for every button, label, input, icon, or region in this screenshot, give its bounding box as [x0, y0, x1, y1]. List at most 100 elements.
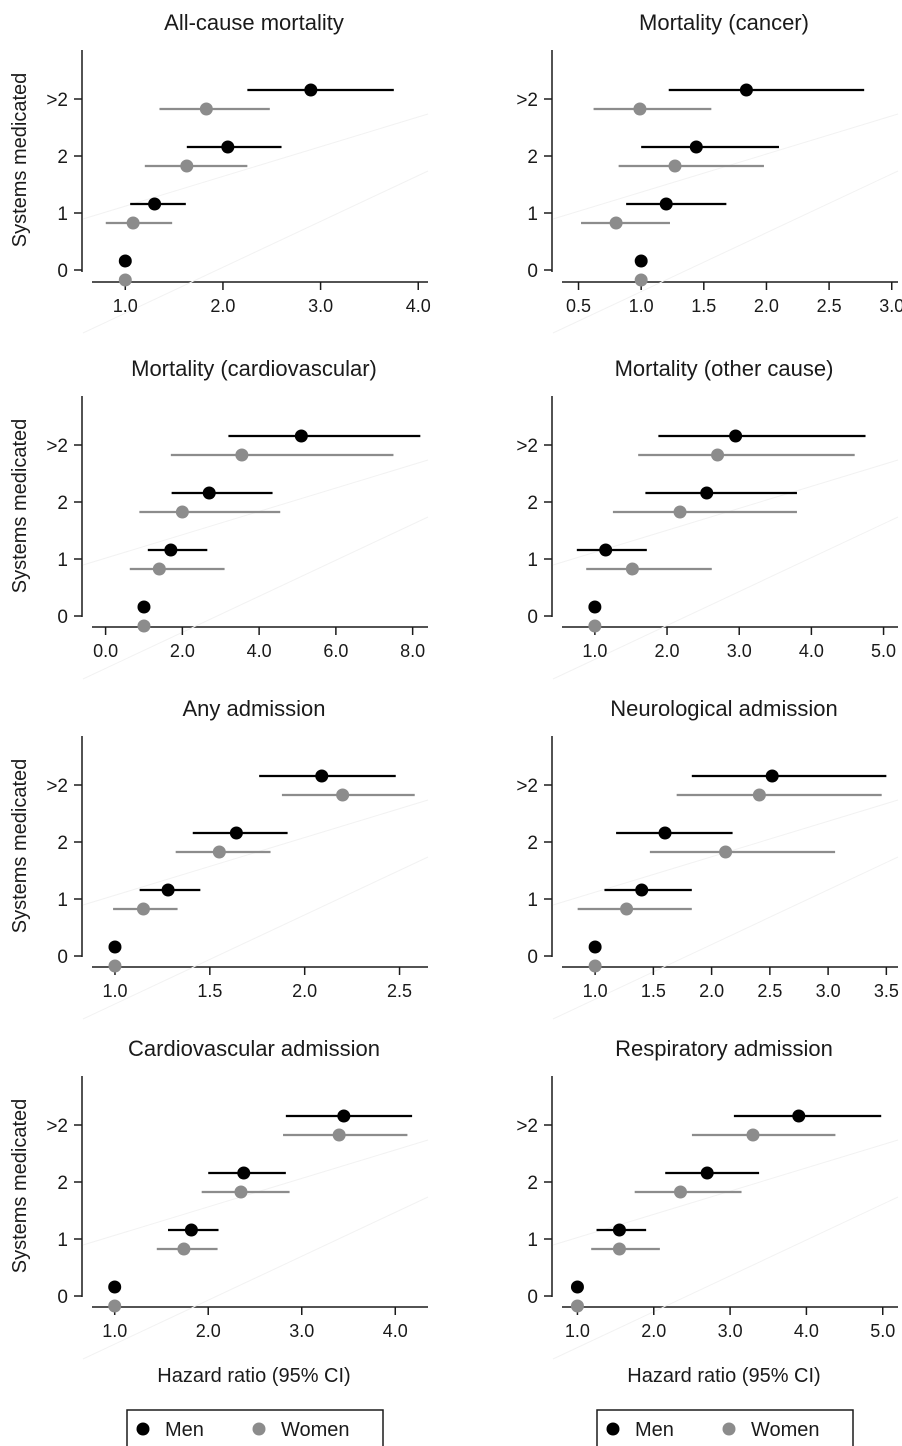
point-men [689, 140, 703, 154]
y-tick-label: 2 [57, 493, 68, 514]
y-tick-label: 0 [527, 607, 538, 628]
x-tick-label: 1.0 [113, 296, 138, 316]
panel-title: Neurological admission [610, 696, 837, 721]
x-tick-label: 5.0 [870, 1321, 895, 1341]
point-men [765, 769, 779, 783]
panel-title: All-cause mortality [164, 10, 344, 35]
row-separator [552, 1196, 899, 1360]
x-tick-label: 2.0 [754, 296, 779, 316]
point-women [118, 273, 132, 287]
y-axis-title: Systems medicated [9, 419, 31, 594]
point-men [588, 600, 602, 614]
y-tick-label: 1 [527, 204, 538, 225]
panel-title: Mortality (cancer) [639, 10, 809, 35]
point-women [625, 562, 639, 576]
row-separator [82, 170, 429, 334]
y-axis-title: Systems medicated [9, 759, 31, 934]
point-women [620, 902, 634, 916]
point-women [108, 1299, 122, 1313]
point-women [175, 505, 189, 519]
point-men [315, 769, 329, 783]
point-women [336, 788, 350, 802]
point-women [719, 845, 733, 859]
x-tick-label: 2.0 [196, 1321, 221, 1341]
legend-label-women: Women [751, 1419, 820, 1441]
y-tick-label: 2 [57, 1173, 68, 1194]
legend-marker-men [606, 1422, 620, 1436]
x-axis-title: Hazard ratio (95% CI) [627, 1365, 820, 1387]
y-tick-label: 0 [57, 607, 68, 628]
y-tick-label: 0 [57, 261, 68, 282]
chart-panel: Any admission 0 1 2 >2 1.0 1.5 2.0 2.5 [46, 696, 429, 1020]
y-tick-label: 0 [527, 261, 538, 282]
point-men [659, 197, 673, 211]
point-men [792, 1109, 806, 1123]
point-men [221, 140, 235, 154]
row-separator [552, 856, 899, 1020]
x-tick-label: 2.5 [757, 981, 782, 1001]
point-women [570, 1299, 584, 1313]
x-tick-label: 3.5 [874, 981, 899, 1001]
row-separator [82, 516, 429, 680]
point-women [234, 1185, 248, 1199]
y-tick-label: 2 [527, 1173, 538, 1194]
point-women [711, 448, 725, 462]
point-women [137, 619, 151, 633]
x-tick-label: 4.0 [406, 296, 431, 316]
point-women [199, 102, 213, 116]
y-tick-label: 1 [57, 890, 68, 911]
point-men [164, 543, 178, 557]
x-tick-label: 3.0 [289, 1321, 314, 1341]
y-tick-label: >2 [46, 436, 68, 457]
point-men [700, 486, 714, 500]
y-tick-label: >2 [46, 776, 68, 797]
x-tick-label: 5.0 [871, 641, 896, 661]
point-men [588, 940, 602, 954]
panel-title: Mortality (other cause) [615, 356, 834, 381]
y-tick-label: 1 [57, 1230, 68, 1251]
x-tick-label: 1.0 [565, 1321, 590, 1341]
x-tick-label: 1.0 [102, 1321, 127, 1341]
y-tick-label: 1 [57, 550, 68, 571]
x-tick-label: 2.5 [817, 296, 842, 316]
legend: Men Women [126, 1409, 384, 1446]
row-separator [552, 170, 899, 334]
y-tick-label: >2 [516, 1116, 538, 1137]
y-tick-label: 2 [527, 833, 538, 854]
y-tick-label: >2 [46, 1116, 68, 1137]
panel-title: Mortality (cardiovascular) [131, 356, 377, 381]
x-tick-label: 1.0 [629, 296, 654, 316]
legend-label-men: Men [165, 1419, 204, 1441]
point-women [180, 159, 194, 173]
x-tick-label: 2.0 [210, 296, 235, 316]
y-tick-label: >2 [46, 90, 68, 111]
x-tick-label: 2.5 [387, 981, 412, 1001]
point-women [126, 216, 140, 230]
point-women [673, 1185, 687, 1199]
point-men [729, 429, 743, 443]
x-tick-label: 3.0 [718, 1321, 743, 1341]
x-tick-label: 3.0 [879, 296, 902, 316]
point-women [588, 959, 602, 973]
point-men [739, 83, 753, 97]
point-men [337, 1109, 351, 1123]
point-women [752, 788, 766, 802]
x-tick-label: 1.0 [582, 641, 607, 661]
x-tick-label: 8.0 [400, 641, 425, 661]
point-men [161, 883, 175, 897]
point-women [212, 845, 226, 859]
x-tick-label: 0.5 [566, 296, 591, 316]
point-women [235, 448, 249, 462]
point-men [294, 429, 308, 443]
row-separator [552, 516, 899, 680]
point-men [184, 1223, 198, 1237]
x-axis-title: Hazard ratio (95% CI) [157, 1365, 350, 1387]
row-separator [82, 113, 429, 220]
x-tick-label: 2.0 [292, 981, 317, 1001]
x-tick-label: 1.5 [691, 296, 716, 316]
point-men [118, 254, 132, 268]
point-men [202, 486, 216, 500]
y-tick-label: 2 [57, 833, 68, 854]
y-axis-title: Systems medicated [9, 73, 31, 248]
point-men [237, 1166, 251, 1180]
